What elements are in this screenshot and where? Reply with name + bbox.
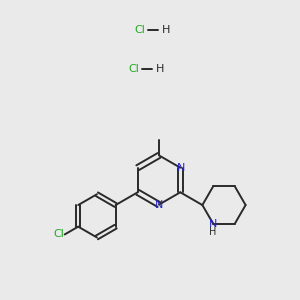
Text: N: N: [209, 219, 218, 229]
Text: H: H: [162, 25, 171, 35]
Text: Cl: Cl: [54, 230, 65, 239]
Text: Cl: Cl: [128, 64, 139, 74]
Text: N: N: [177, 163, 186, 173]
Text: H: H: [209, 227, 217, 237]
Text: N: N: [155, 200, 163, 210]
Text: Cl: Cl: [134, 25, 145, 35]
Text: H: H: [156, 64, 165, 74]
